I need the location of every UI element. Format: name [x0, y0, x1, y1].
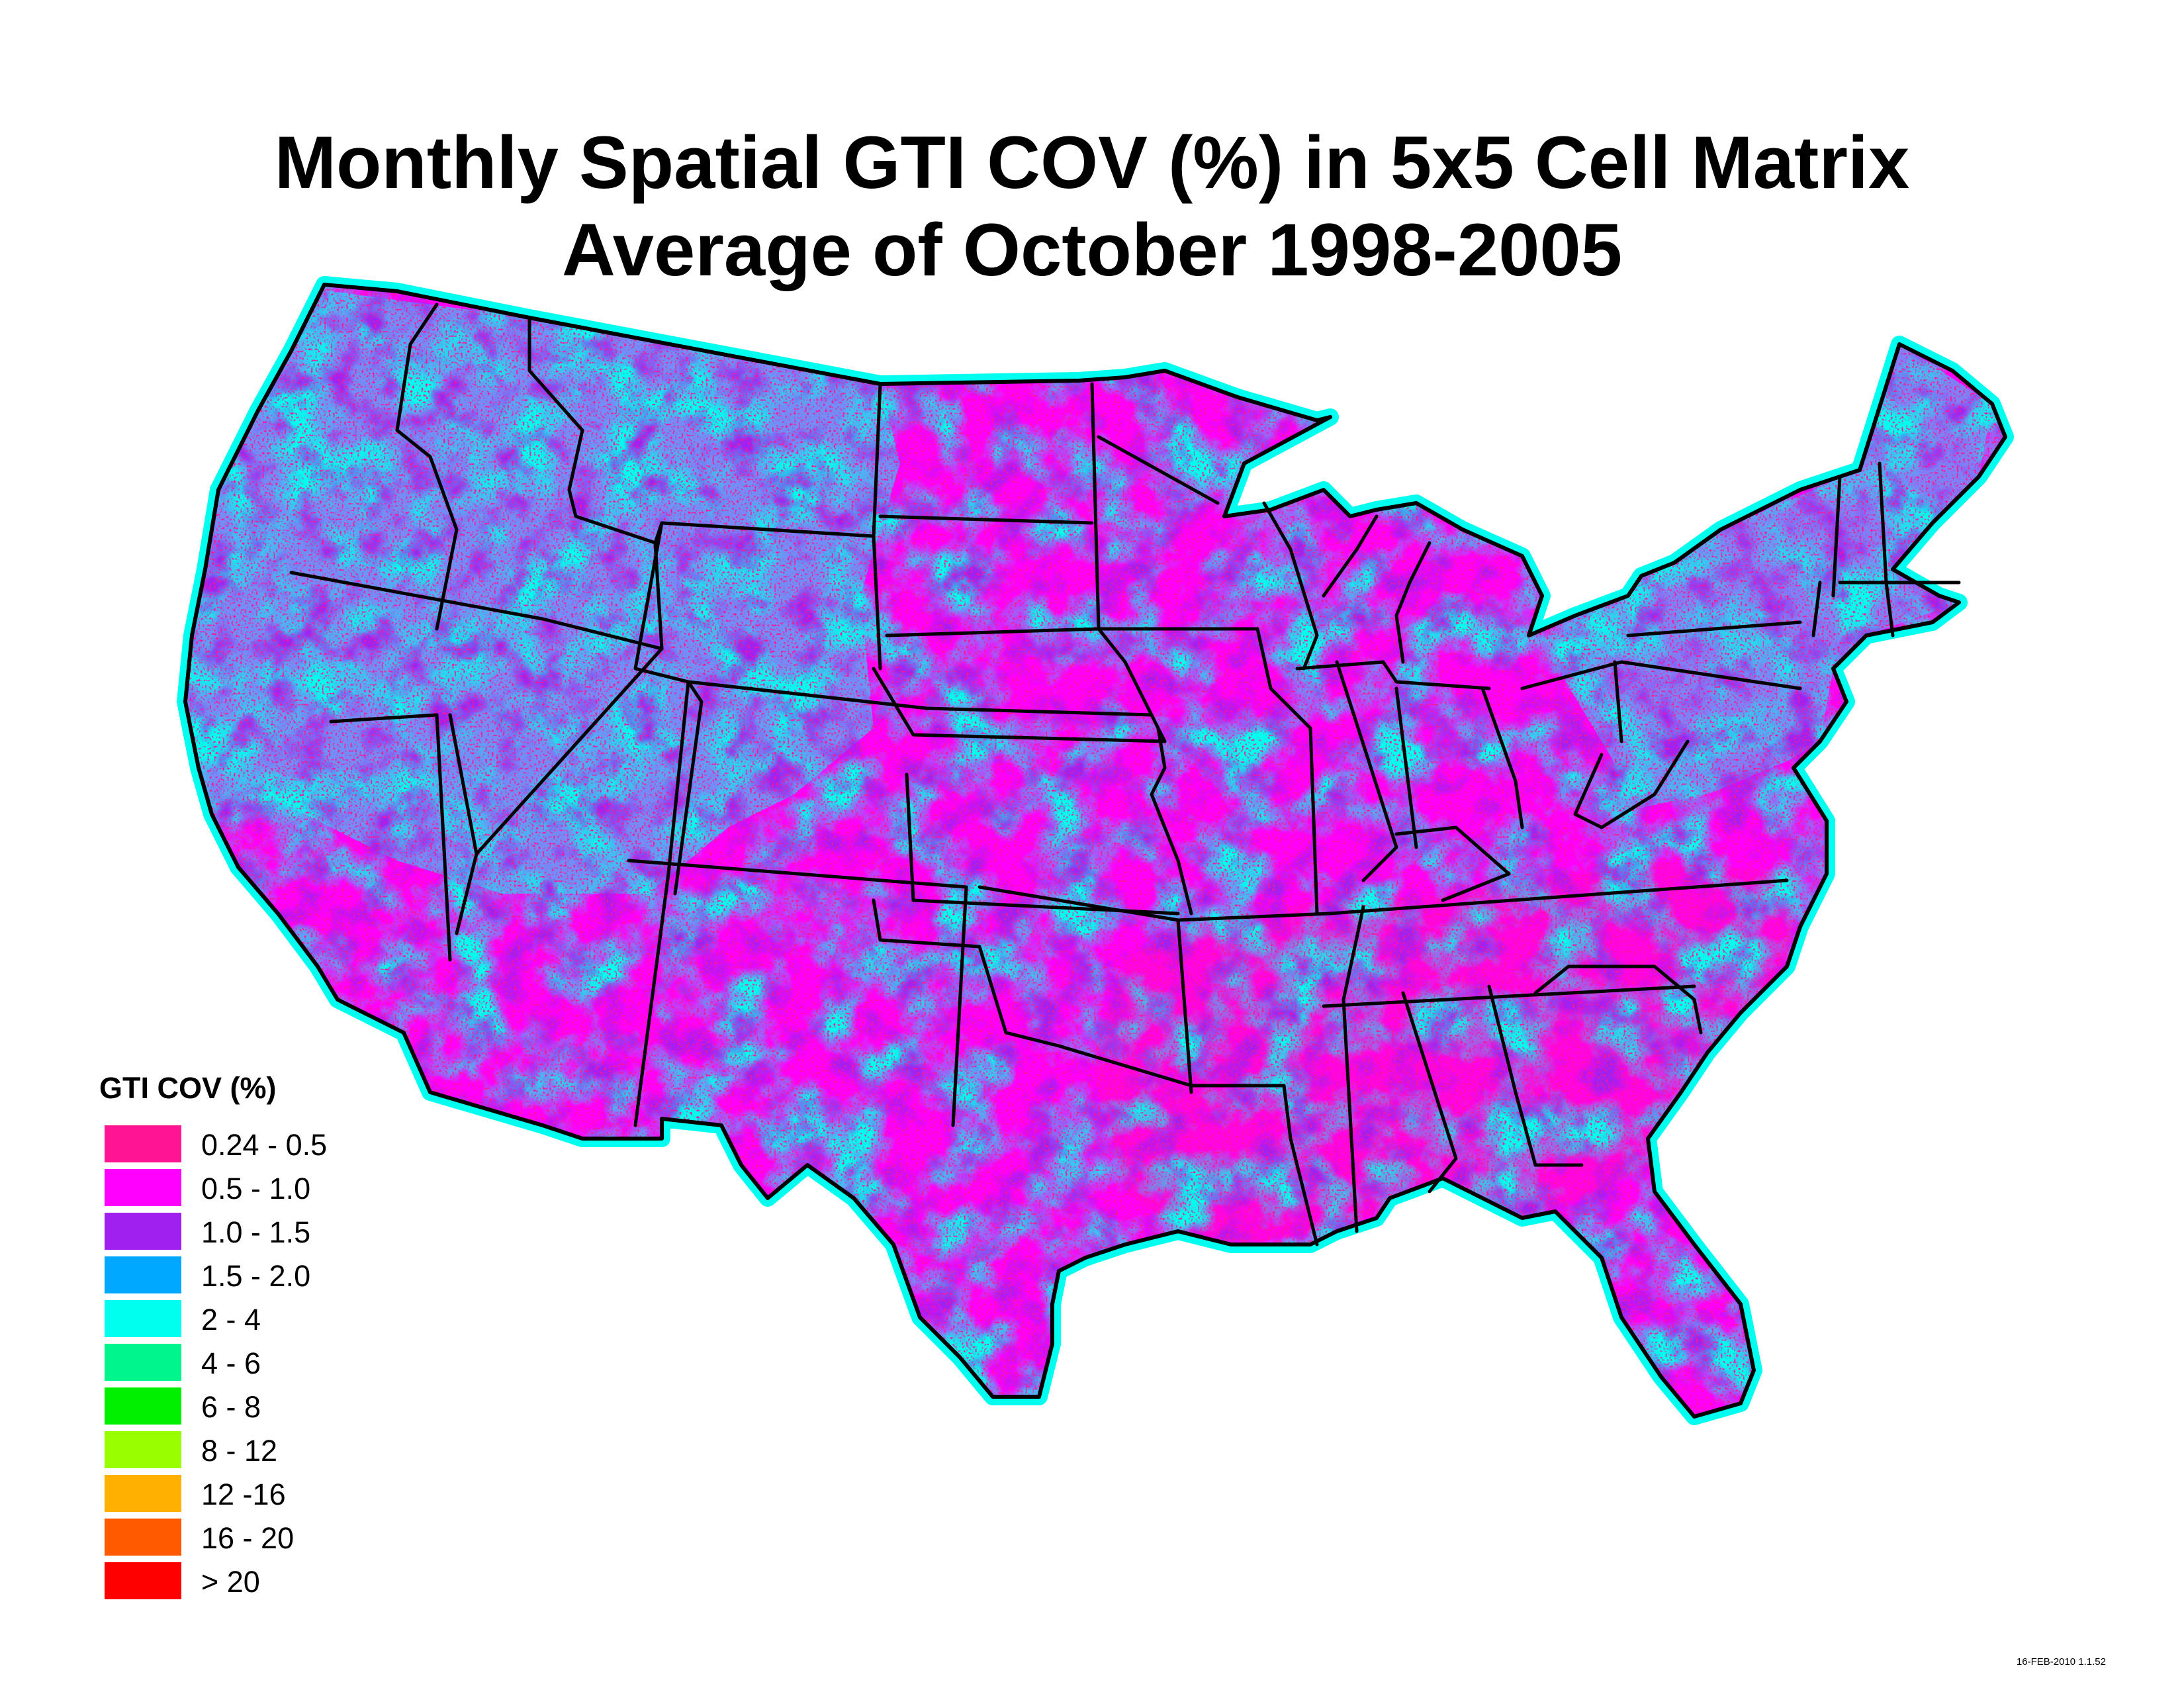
state-border	[1097, 627, 1319, 915]
state-border	[1097, 435, 1220, 505]
legend-label: 0.5 - 1.0	[201, 1172, 311, 1205]
legend-swatch	[105, 1125, 181, 1162]
state-border	[1520, 660, 1802, 690]
state-border	[878, 514, 1094, 525]
state-border	[1487, 984, 1584, 1167]
state-border	[633, 680, 690, 1127]
legend-swatch	[105, 1169, 181, 1206]
legend-label: 12 -16	[201, 1477, 286, 1511]
state-border	[1878, 461, 1888, 585]
legend-label: 8 - 12	[201, 1434, 278, 1468]
state-border	[872, 382, 882, 538]
state-border	[1090, 382, 1101, 631]
state-border	[872, 534, 882, 671]
map-title: Monthly Spatial GTI COV (%) in 5x5 Cell …	[274, 121, 1910, 204]
state-borders	[289, 303, 1961, 1246]
state-border	[1401, 991, 1458, 1194]
state-border	[395, 303, 459, 631]
legend-swatch	[105, 1387, 181, 1425]
state-border	[289, 571, 664, 651]
legend-label: > 20	[201, 1565, 260, 1599]
state-border	[1613, 660, 1623, 743]
state-border	[1394, 825, 1511, 902]
state-border	[1480, 686, 1524, 829]
legend-swatch	[105, 1213, 181, 1250]
legend-swatch	[105, 1300, 181, 1337]
legend-swatch	[105, 1431, 181, 1468]
date-stamp: 16-FEB-2010 1.1.52	[2016, 1656, 2106, 1667]
legend-label: 4 - 6	[201, 1346, 261, 1380]
legend-label: 1.5 - 2.0	[201, 1259, 311, 1293]
legend-label: 6 - 8	[201, 1390, 261, 1424]
legend-label: 16 - 20	[201, 1521, 295, 1555]
state-border	[1394, 686, 1418, 849]
legend-swatch	[105, 1519, 181, 1556]
state-border	[1328, 878, 1789, 915]
state-border	[455, 647, 664, 935]
state-border	[1394, 541, 1432, 664]
state-border	[1150, 726, 1193, 915]
legend-swatch	[105, 1344, 181, 1381]
state-border	[1189, 1084, 1319, 1246]
state-border	[1262, 501, 1319, 671]
state-border	[1322, 984, 1696, 1008]
state-border	[1884, 581, 1895, 637]
legend-title: GTI COV (%)	[99, 1071, 277, 1105]
state-border	[905, 773, 1180, 915]
state-border	[1533, 964, 1703, 1035]
state-border	[1811, 581, 1822, 637]
us-outline	[183, 283, 2007, 1419]
state-border	[1626, 620, 1802, 637]
legend-swatch	[105, 1475, 181, 1512]
state-border	[686, 680, 1154, 717]
state-border	[885, 627, 1154, 717]
state-border	[329, 713, 452, 962]
legend-label: 1.0 - 1.5	[201, 1215, 311, 1249]
legend-label: 2 - 4	[201, 1303, 261, 1336]
state-border	[1295, 660, 1491, 690]
legend-swatch	[105, 1256, 181, 1293]
state-border	[448, 713, 478, 856]
state-border	[1831, 475, 1842, 598]
state-border	[951, 885, 968, 1127]
legend-swatch	[105, 1562, 181, 1599]
state-border	[872, 898, 1193, 1088]
state-border	[627, 859, 968, 889]
state-border	[1176, 912, 1332, 922]
state-border	[1322, 514, 1379, 598]
legend-label: 0.24 - 0.5	[201, 1128, 328, 1162]
state-border	[1573, 739, 1690, 829]
map-subtitle: Average of October 1998-2005	[562, 209, 1622, 291]
state-border	[1342, 905, 1365, 1233]
state-border	[1335, 660, 1398, 882]
